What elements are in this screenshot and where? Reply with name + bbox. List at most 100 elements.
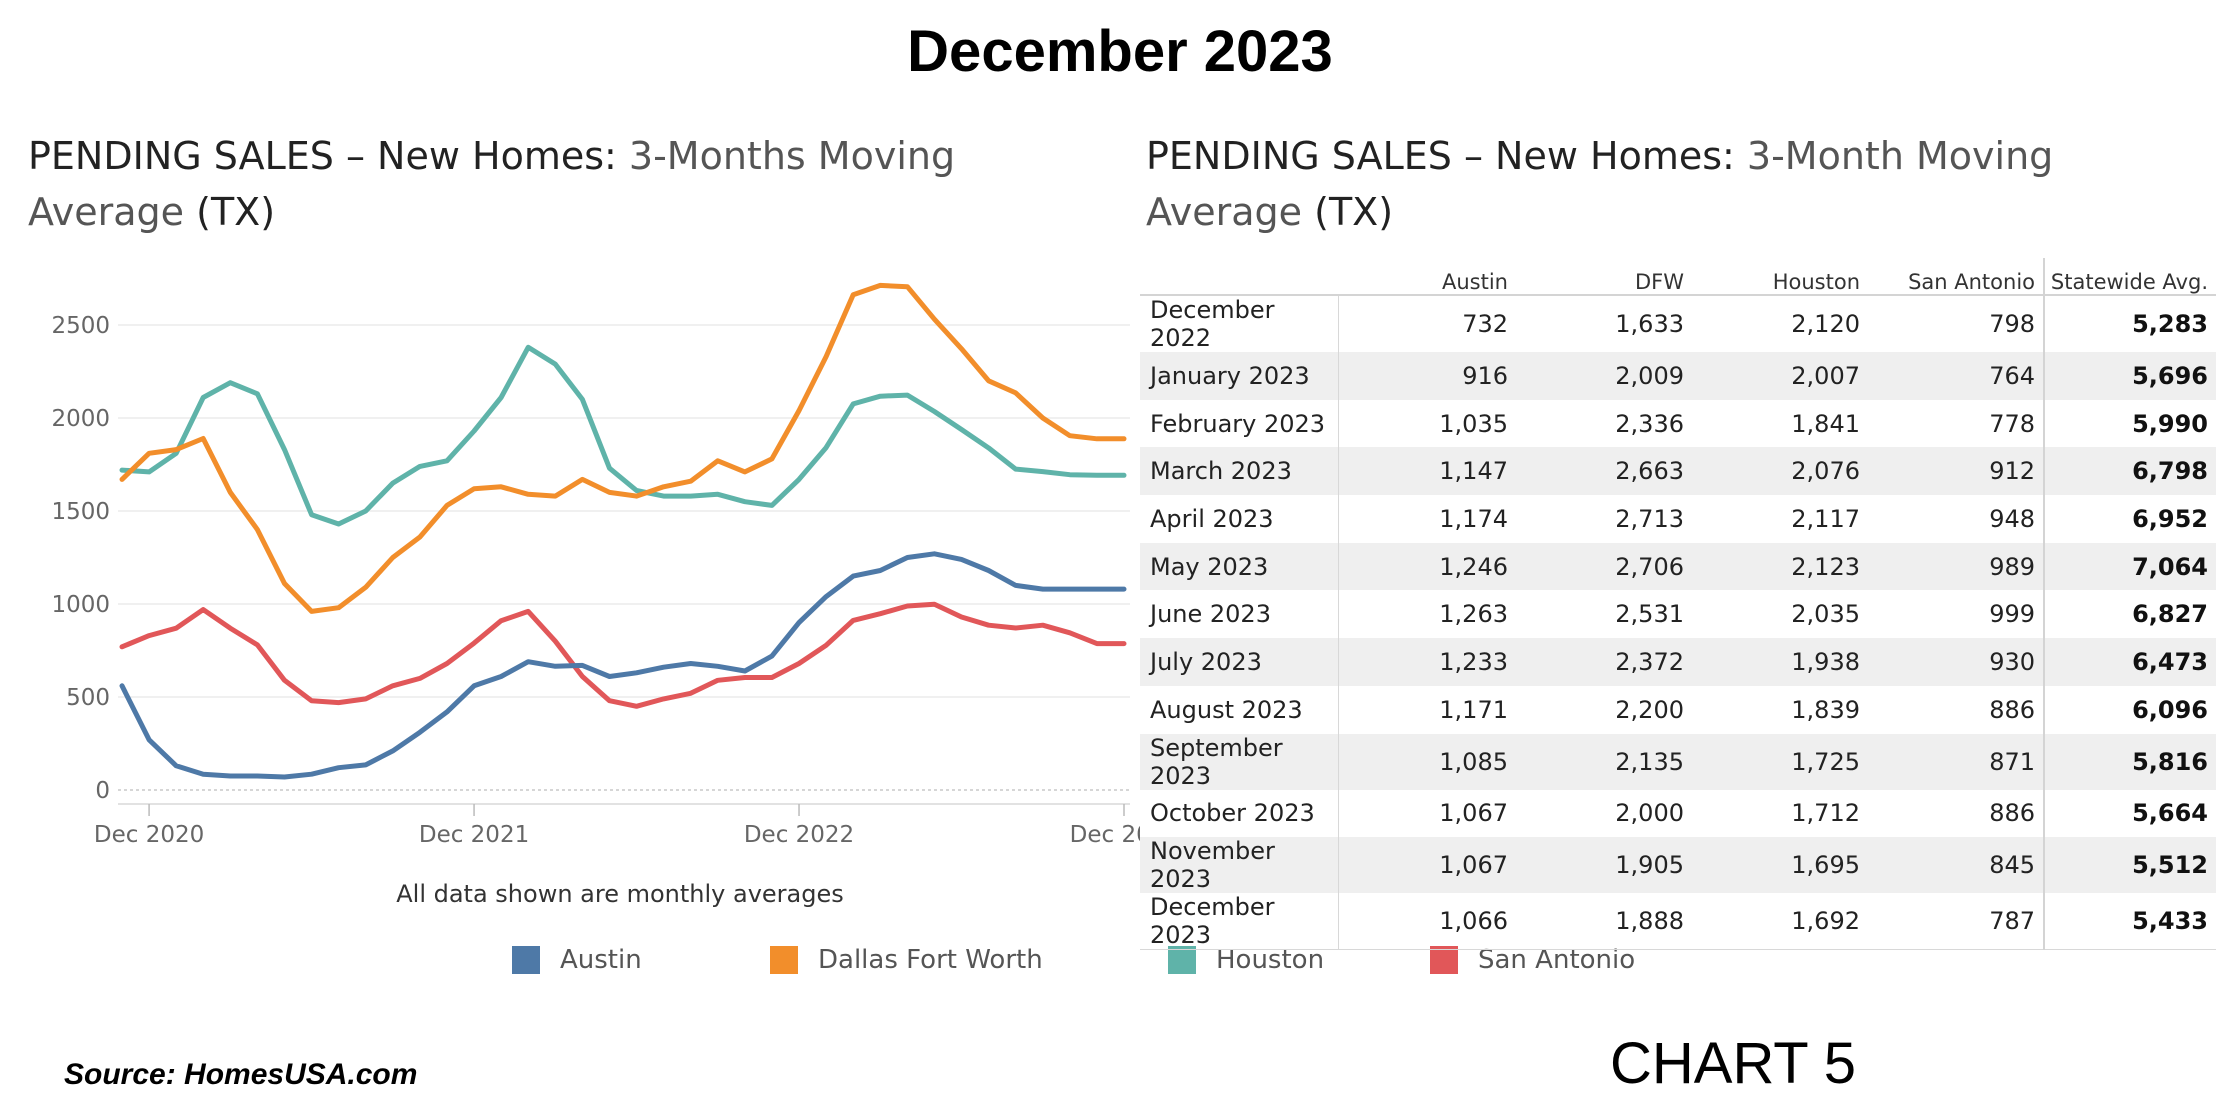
row-label: January 2023 [1140, 352, 1339, 400]
row-label: November 2023 [1140, 837, 1339, 894]
chart-title-line2-b: (TX) [184, 190, 276, 234]
legend-swatch-houston [1168, 946, 1196, 974]
table-cell: 1,725 [1692, 733, 1868, 790]
chart-note: All data shown are monthly averages [396, 880, 844, 908]
series-line-dfw[interactable] [119, 282, 1127, 614]
source-note: Source: HomesUSA.com [64, 1058, 418, 1091]
table-header-row: Austin DFW Houston San Antonio Statewide Avg… [1140, 258, 2216, 296]
table-cell: 1,085 [1338, 733, 1516, 790]
statewide-avg-cell: 7,064 [2043, 542, 2216, 591]
pending-sales-table: Austin DFW Houston San Antonio Statewide Avg… [1140, 258, 2216, 951]
legend-item-san-antonio[interactable]: San Antonio [1430, 942, 1635, 978]
table-cell: 1,067 [1338, 837, 1516, 894]
statewide-avg-cell: 5,283 [2043, 295, 2216, 352]
table-row: May 2023 1,246 2,706 2,123 989 7,064 [1140, 542, 2216, 591]
chart-title-rest: 3-Months Moving [628, 134, 956, 178]
chart-number-label: CHART 5 [1610, 1031, 1857, 1096]
column-header: Statewide Avg. [2043, 258, 2216, 296]
table-cell: 2,200 [1615, 695, 1684, 724]
table-row: October 2023 1,067 2,000 1,712 886 5,664 [1140, 789, 2216, 838]
table-title-main: PENDING SALES – New Homes: [1146, 134, 1747, 178]
table-cell: 1,246 [1338, 542, 1516, 591]
table-row: November 2023 1,067 1,905 1,695 845 5,512 [1140, 837, 2216, 894]
table-cell: 2,000 [1615, 799, 1684, 828]
table-title-line2-a: Average [1146, 190, 1303, 234]
y-tick-label: 2500 [51, 313, 110, 339]
table-cell: 1,841 [1791, 409, 1860, 438]
table-cell: 916 [1338, 352, 1516, 400]
table-cell: 1,839 [1791, 695, 1860, 724]
table-cell: 845 [1868, 837, 2044, 894]
statewide-avg-cell: 5,696 [2043, 352, 2216, 400]
table-body: December 2022 732 1,633 2,120 798 5,283 Januar… [1140, 295, 2216, 951]
row-label: June 2023 [1140, 590, 1339, 639]
table-row: August 2023 1,171 2,200 1,839 886 6,096 [1140, 685, 2216, 734]
statewide-avg-cell: 5,816 [2043, 733, 2216, 790]
statewide-avg-cell: 5,664 [2043, 789, 2216, 838]
table-row: December 2023 1,066 1,888 1,692 787 5,433 [1140, 893, 2216, 951]
table-cell: 2,117 [1791, 504, 1860, 533]
legend-item-austin[interactable]: Austin [512, 942, 642, 978]
y-tick-label: 1500 [51, 499, 110, 525]
x-tick-label: Dec 2021 [419, 822, 529, 848]
column-header: DFW [1516, 258, 1692, 296]
series-line-houston[interactable] [119, 344, 1127, 527]
table-row: June 2023 1,263 2,531 2,035 999 6,827 [1140, 590, 2216, 639]
table-cell: 798 [1989, 310, 2035, 338]
legend-label-san-antonio: San Antonio [1478, 945, 1636, 975]
row-label: December 2023 [1140, 893, 1339, 951]
table-cell: 1,066 [1338, 893, 1516, 951]
row-label: September 2023 [1140, 733, 1339, 790]
table-cell: 999 [1989, 600, 2035, 629]
series-line-san-antonio[interactable] [119, 601, 1127, 709]
table-row: April 2023 1,174 2,713 2,117 948 6,952 [1140, 495, 2216, 543]
legend-swatch-dfw [770, 946, 798, 974]
table-title-rest: 3-Month Moving [1746, 134, 2054, 178]
table-row: February 2023 1,035 2,336 1,841 778 5,990 [1140, 399, 2216, 448]
row-label: December 2022 [1140, 295, 1339, 352]
table-cell: 886 [1989, 799, 2035, 828]
y-tick-label: 0 [95, 778, 110, 804]
table-cell: 930 [1868, 638, 2044, 686]
table-cell: 2,663 [1516, 447, 1692, 496]
table-cell: 764 [1868, 352, 2044, 400]
table-cell: 2,372 [1516, 638, 1692, 686]
table-cell: 2,706 [1516, 542, 1692, 591]
table-cell: 1,067 [1439, 799, 1508, 828]
table-cell: 778 [1989, 409, 2035, 438]
series-line-austin[interactable] [119, 551, 1127, 780]
column-header: Austin [1338, 258, 1516, 296]
table-cell: 948 [1989, 504, 2035, 533]
x-tick-label: Dec 2022 [744, 822, 854, 848]
table-cell: 2,035 [1791, 600, 1860, 629]
chart-title: PENDING SALES – New Homes: 3-Months Movi… [28, 128, 1078, 240]
table-cell: 1,035 [1439, 409, 1508, 438]
statewide-avg-cell: 6,798 [2043, 447, 2216, 496]
y-tick-label: 500 [66, 685, 110, 711]
table-cell: 2,120 [1791, 310, 1860, 338]
table-cell: 912 [1868, 447, 2044, 496]
table-row: March 2023 1,147 2,663 2,076 912 6,798 [1140, 447, 2216, 496]
table-cell: 1,147 [1338, 447, 1516, 496]
statewide-avg-cell: 6,096 [2043, 685, 2216, 734]
row-label: May 2023 [1140, 542, 1339, 591]
statewide-avg-cell: 5,990 [2043, 399, 2216, 448]
table-row: December 2022 732 1,633 2,120 798 5,283 [1140, 295, 2216, 352]
legend-label-dfw: Dallas Fort Worth [818, 945, 1043, 975]
legend-item-dfw[interactable]: Dallas Fort Worth [770, 942, 1043, 978]
table-cell: 2,007 [1692, 352, 1868, 400]
legend-item-houston[interactable]: Houston [1168, 942, 1324, 978]
table-row: September 2023 1,085 2,135 1,725 871 5,816 [1140, 733, 2216, 790]
chart-title-line2-a: Average [28, 190, 185, 234]
column-header: San Antonio [1868, 258, 2044, 296]
legend-swatch-san-antonio [1430, 946, 1458, 974]
table-cell: 2,135 [1516, 733, 1692, 790]
table-cell: 1,171 [1439, 695, 1508, 724]
x-tick-label: Dec 2023 [1070, 822, 1140, 848]
table-cell: 886 [1989, 695, 2035, 724]
table-cell: 2,531 [1615, 600, 1684, 629]
statewide-avg-cell: 5,433 [2043, 893, 2216, 951]
legend-swatch-austin [512, 946, 540, 974]
table-cell: 871 [1868, 733, 2044, 790]
row-label: April 2023 [1140, 495, 1339, 543]
